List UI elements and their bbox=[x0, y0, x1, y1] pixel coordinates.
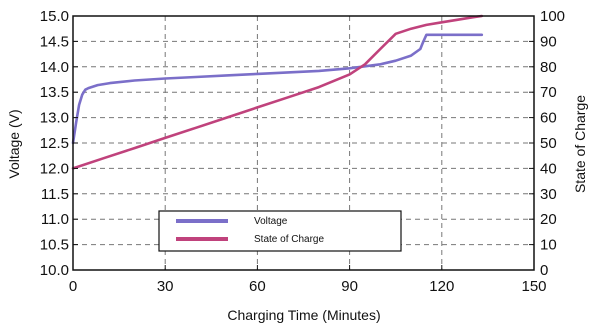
y-left-tick-label: 14.0 bbox=[40, 59, 69, 76]
y-left-tick-label: 11.5 bbox=[41, 186, 69, 203]
y-right-tick-label: 70 bbox=[540, 84, 557, 101]
y-left-tick-label: 11.0 bbox=[41, 211, 69, 228]
x-tick-label: 60 bbox=[249, 278, 266, 295]
series-lines bbox=[71, 14, 484, 170]
y-left-tick-label: 13.0 bbox=[40, 110, 69, 127]
y-left-tick-label: 12.5 bbox=[40, 135, 69, 152]
y-axis-left-title: Voltage (V) bbox=[6, 109, 22, 178]
legend-box bbox=[158, 210, 402, 252]
y-right-tick-label: 50 bbox=[540, 135, 557, 152]
y-right-tick-label: 40 bbox=[540, 160, 557, 177]
legend-label-state-of-charge: State of Charge bbox=[254, 234, 324, 245]
x-axis-title: Charging Time (Minutes) bbox=[227, 307, 380, 323]
series-line-voltage bbox=[71, 33, 484, 145]
y-right-tick-label: 60 bbox=[540, 110, 557, 127]
tick-marks bbox=[72, 15, 535, 271]
legend-label-voltage: Voltage bbox=[254, 216, 288, 227]
x-tick-label: 0 bbox=[69, 278, 77, 295]
series-line-state-of-charge bbox=[71, 14, 484, 170]
legend: Voltage State of Charge bbox=[158, 210, 402, 252]
y-left-tick-label: 13.5 bbox=[40, 84, 69, 101]
x-tick-label: 150 bbox=[521, 278, 546, 295]
x-tick-label: 120 bbox=[429, 278, 454, 295]
y-right-tick-label: 80 bbox=[540, 59, 557, 76]
y-right-tick-label: 0 bbox=[540, 262, 548, 279]
y-axis-right-title: State of Charge bbox=[572, 95, 588, 193]
x-tick-label: 30 bbox=[157, 278, 174, 295]
y-left-tick-label: 14.5 bbox=[40, 33, 69, 50]
y-right-tick-label: 90 bbox=[540, 33, 557, 50]
y-left-tick-label: 10.5 bbox=[40, 237, 69, 254]
y-left-tick-label: 10.0 bbox=[40, 262, 69, 279]
y-right-tick-label: 30 bbox=[540, 186, 557, 203]
x-tick-label: 90 bbox=[341, 278, 358, 295]
y-right-tick-label: 10 bbox=[540, 237, 557, 254]
y-right-tick-label: 20 bbox=[540, 211, 557, 228]
y-left-tick-label: 15.0 bbox=[40, 8, 69, 25]
y-right-tick-label: 100 bbox=[540, 8, 565, 25]
y-left-tick-label: 12.0 bbox=[40, 160, 69, 177]
tick-labels: 0 30 60 90 120 150 10.0 10.5 11.0 11.5 12.0 12.5 13.… bbox=[40, 8, 565, 295]
